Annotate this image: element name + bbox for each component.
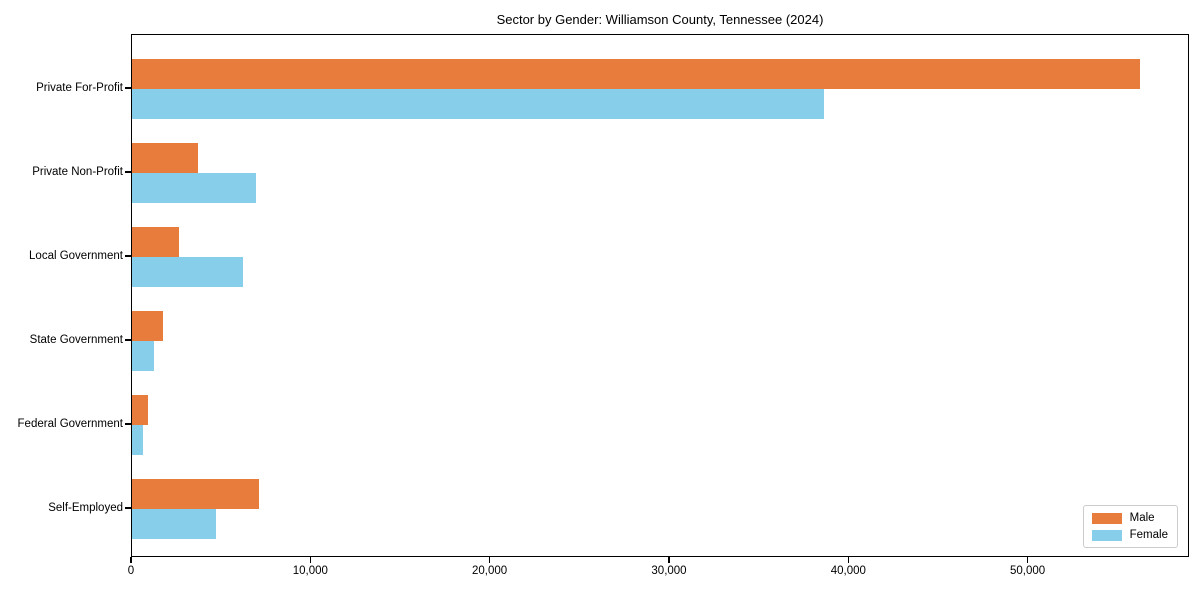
y-tick-mark [125, 339, 131, 341]
bar-male-federal-government [132, 395, 149, 425]
legend: Male Female [1082, 505, 1178, 548]
bar-female-self-employed [132, 509, 217, 539]
x-tick-label-50-000: 50,000 [1010, 565, 1046, 577]
x-tick-mark [130, 557, 132, 563]
y-tick-label-state-government: State Government [29, 334, 123, 346]
y-tick-label-private-for-profit: Private For-Profit [36, 82, 123, 94]
bar-male-private-non-profit [132, 143, 199, 173]
y-tick-label-federal-government: Federal Government [17, 418, 123, 430]
bar-male-local-government [132, 227, 179, 257]
bar-male-state-government [132, 311, 163, 341]
bar-female-federal-government [132, 425, 144, 455]
y-tick-mark [125, 255, 131, 257]
y-tick-mark [125, 423, 131, 425]
x-tick-mark [668, 557, 670, 563]
bar-female-private-non-profit [132, 173, 256, 203]
y-tick-label-self-employed: Self-Employed [48, 502, 123, 514]
y-tick-label-private-non-profit: Private Non-Profit [32, 166, 123, 178]
x-tick-mark [847, 557, 849, 563]
y-tick-label-local-government: Local Government [29, 250, 123, 262]
x-tick-mark [1026, 557, 1029, 563]
legend-entry-male: Male [1091, 512, 1168, 524]
legend-label-female: Female [1129, 529, 1168, 541]
y-tick-mark [125, 87, 131, 89]
x-tick-mark [488, 557, 491, 563]
x-tick-label-30-000: 30,000 [651, 565, 687, 577]
x-tick-label-0: 0 [127, 565, 135, 577]
bar-male-private-for-profit [132, 59, 1140, 89]
y-tick-mark [125, 507, 131, 509]
legend-swatch-female [1091, 529, 1122, 541]
bar-female-private-for-profit [132, 89, 825, 119]
bar-male-self-employed [132, 479, 260, 509]
legend-entry-female: Female [1091, 529, 1168, 541]
x-tick-label-40-000: 40,000 [830, 565, 866, 577]
plot-area: Male Female [131, 34, 1189, 557]
bar-female-state-government [132, 341, 155, 371]
legend-swatch-male [1091, 512, 1122, 524]
legend-label-male: Male [1129, 512, 1155, 524]
x-tick-label-10-000: 10,000 [292, 565, 328, 577]
y-tick-mark [125, 171, 131, 173]
x-tick-label-20-000: 20,000 [472, 565, 508, 577]
bar-female-local-government [132, 257, 244, 287]
chart-title: Sector by Gender: Williamson County, Ten… [496, 12, 824, 27]
x-tick-mark [309, 557, 312, 563]
